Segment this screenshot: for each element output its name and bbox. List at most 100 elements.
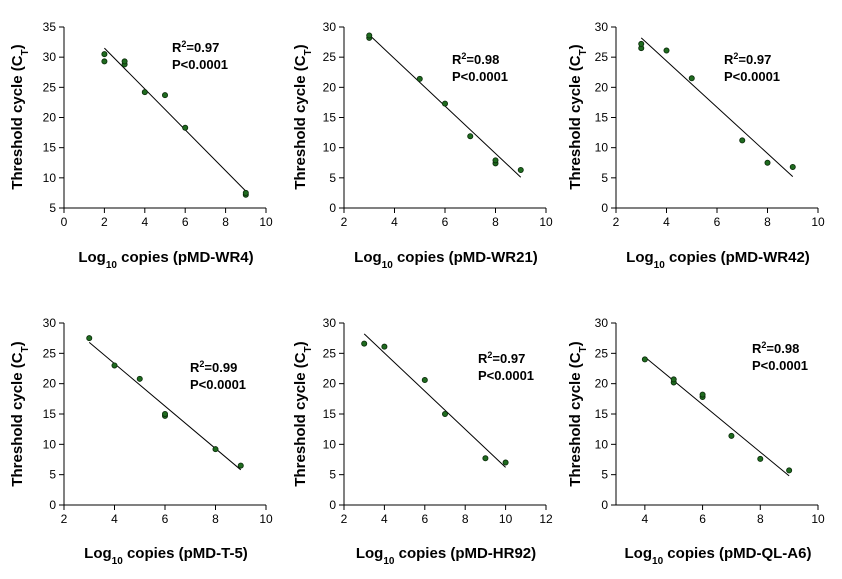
data-point [739, 137, 746, 144]
data-point [441, 410, 448, 417]
y-tick-label: 5 [601, 171, 608, 185]
y-tick-label: 10 [595, 141, 609, 155]
r-squared-label: R2=0.97 [478, 350, 525, 366]
x-tick-label: 4 [642, 512, 649, 526]
y-tick-label: 20 [595, 80, 609, 94]
y-axis-label: Threshold cycle (CT) [9, 44, 31, 189]
y-tick-label: 30 [323, 20, 337, 34]
data-point [161, 410, 168, 417]
x-tick-label: 10 [539, 215, 553, 229]
data-point [242, 189, 249, 196]
chart-panel-6: 4 6 8 10 0 5 10 15 20 25 30 R2=0.98 P<0.0001 Log10 co… [567, 316, 825, 567]
x-tick-label: 8 [212, 512, 219, 526]
p-value-label: P<0.0001 [190, 377, 246, 392]
x-tick-label: 8 [492, 215, 499, 229]
y-tick-label: 20 [43, 111, 57, 125]
x-tick-label: 2 [341, 512, 348, 526]
y-tick-label: 0 [601, 498, 608, 512]
y-tick-label: 0 [329, 201, 336, 215]
x-tick-label: 8 [757, 512, 764, 526]
y-tick-label: 5 [49, 201, 56, 215]
r-squared-label: R2=0.99 [190, 359, 237, 375]
x-axis-label: Log10 copies (pMD-T-5) [84, 545, 248, 567]
y-tick-label: 5 [49, 468, 56, 482]
y-tick-label: 30 [43, 316, 57, 330]
x-axis-label: Log10 copies (pMD-WR42) [626, 249, 810, 271]
data-point [786, 467, 793, 474]
y-tick-label: 25 [323, 50, 337, 64]
y-tick-label: 0 [601, 201, 608, 215]
x-tick-label: 6 [162, 512, 169, 526]
x-axis-label: Log10 copies (pMD-QL-A6) [625, 545, 812, 567]
data-point [757, 455, 764, 462]
data-point [141, 89, 148, 96]
data-point [101, 58, 108, 65]
r-squared-label: R2=0.97 [724, 51, 771, 67]
x-tick-label: 4 [391, 215, 398, 229]
data-point [789, 163, 796, 170]
x-tick-label: 6 [714, 215, 721, 229]
y-tick-label: 15 [595, 111, 609, 125]
x-axis-label: Log10 copies (pMD-WR4) [78, 249, 253, 271]
y-axis-label: Threshold cycle (CT) [9, 341, 31, 486]
x-tick-label: 8 [222, 215, 229, 229]
data-point [641, 356, 648, 363]
r-squared-label: R2=0.97 [172, 39, 219, 55]
y-tick-label: 5 [601, 468, 608, 482]
y-tick-label: 10 [595, 437, 609, 451]
x-tick-label: 6 [699, 512, 706, 526]
data-point [136, 375, 143, 382]
data-point [502, 459, 509, 466]
data-point [101, 51, 108, 58]
x-tick-label: 10 [259, 512, 273, 526]
r-squared-label: R2=0.98 [452, 51, 499, 67]
y-tick-label: 30 [595, 20, 609, 34]
y-tick-label: 15 [323, 111, 337, 125]
y-tick-label: 0 [329, 498, 336, 512]
x-tick-label: 2 [341, 215, 348, 229]
x-tick-label: 2 [101, 215, 108, 229]
data-point [111, 362, 118, 369]
y-tick-label: 25 [595, 346, 609, 360]
y-tick-label: 15 [43, 407, 57, 421]
regression-line [644, 356, 790, 477]
x-tick-label: 10 [259, 215, 273, 229]
p-value-label: P<0.0001 [752, 358, 808, 373]
data-point [482, 455, 489, 462]
p-value-label: P<0.0001 [724, 69, 780, 84]
data-point [688, 75, 695, 82]
y-tick-label: 15 [43, 141, 57, 155]
regression-line [104, 47, 247, 192]
y-tick-label: 20 [43, 377, 57, 391]
y-tick-label: 25 [43, 346, 57, 360]
x-tick-label: 2 [613, 215, 620, 229]
data-point [421, 377, 428, 384]
p-value-label: P<0.0001 [452, 69, 508, 84]
data-point [381, 343, 388, 350]
x-tick-label: 8 [764, 215, 771, 229]
data-point [212, 446, 219, 453]
data-point [86, 335, 93, 342]
x-tick-label: 6 [182, 215, 189, 229]
data-point [161, 92, 168, 99]
x-tick-label: 6 [421, 512, 428, 526]
data-point [728, 432, 735, 439]
r-squared-label: R2=0.98 [752, 340, 799, 356]
data-point [441, 100, 448, 107]
x-tick-label: 4 [663, 215, 670, 229]
y-axis-label: Threshold cycle (CT) [292, 44, 314, 189]
data-point [361, 340, 368, 347]
data-point [492, 157, 499, 164]
y-tick-label: 25 [323, 346, 337, 360]
y-tick-label: 20 [595, 377, 609, 391]
x-tick-label: 6 [442, 215, 449, 229]
y-tick-label: 10 [323, 141, 337, 155]
data-point [121, 58, 128, 65]
x-tick-label: 2 [61, 512, 68, 526]
regression-line [363, 333, 506, 468]
data-point [764, 159, 771, 166]
y-axis-label: Threshold cycle (CT) [292, 341, 314, 486]
y-tick-label: 15 [323, 407, 337, 421]
x-tick-label: 10 [811, 215, 825, 229]
